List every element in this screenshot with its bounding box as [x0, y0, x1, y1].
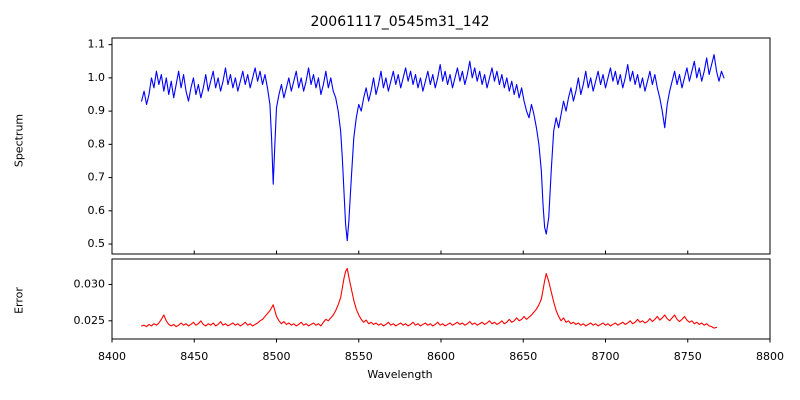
- x-tick-label: 8800: [756, 350, 784, 363]
- bottom-panel-y-ticks: 0.025 0.030: [74, 277, 113, 326]
- x-tick-label: 8500: [263, 350, 291, 363]
- bottom-panel-x-ticks: 8400 8450 8500 8550 8600 8650 8700 8750 8800: [98, 339, 784, 363]
- top-panel-ytick-label: 1.1: [88, 38, 106, 51]
- x-tick-label: 8650: [509, 350, 537, 363]
- top-panel-ytick-label: 0.5: [88, 237, 106, 250]
- bottom-panel-frame: [112, 259, 770, 339]
- x-tick-label: 8400: [98, 350, 126, 363]
- top-panel-ytick-label: 1.0: [88, 71, 106, 84]
- plot-canvas: 0.5 0.6 0.7 0.8 0.9 1.0 1.1 0.025 0.030 8400 845…: [0, 0, 800, 400]
- x-tick-label: 8750: [674, 350, 702, 363]
- x-axis-label: Wavelength: [0, 368, 800, 381]
- x-tick-label: 8600: [427, 350, 455, 363]
- bottom-panel-ytick-label: 0.025: [74, 314, 106, 327]
- bottom-panel-ylabel: Error: [13, 268, 26, 334]
- top-panel-ytick-label: 0.6: [88, 204, 106, 217]
- bottom-panel-ytick-label: 0.030: [74, 277, 106, 290]
- matplotlib-figure: 20061117_0545m31_142 Spectrum Error Wave…: [0, 0, 800, 400]
- x-tick-label: 8550: [345, 350, 373, 363]
- top-panel-ytick-label: 0.7: [88, 171, 106, 184]
- top-panel-ylabel: Spectrum: [13, 91, 26, 191]
- x-tick-label: 8700: [592, 350, 620, 363]
- top-panel-ytick-label: 0.8: [88, 137, 106, 150]
- top-panel-ytick-label: 0.9: [88, 104, 106, 117]
- figure-title: 20061117_0545m31_142: [0, 14, 800, 30]
- top-panel-y-ticks: 0.5 0.6 0.7 0.8 0.9 1.0 1.1: [88, 38, 113, 250]
- x-tick-label: 8450: [180, 350, 208, 363]
